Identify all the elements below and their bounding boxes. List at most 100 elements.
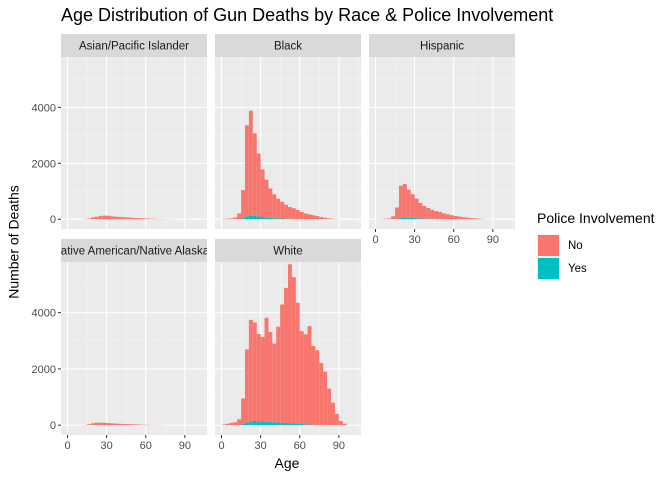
panel-background xyxy=(61,57,207,229)
histogram-bar-no xyxy=(414,198,419,219)
histogram-bar-no xyxy=(473,218,478,220)
histogram-bar-no xyxy=(398,185,403,218)
histogram-bar-no xyxy=(260,337,265,422)
histogram-bar-yes xyxy=(414,218,419,220)
histogram-bar-yes xyxy=(422,218,427,220)
histogram-bar-no xyxy=(87,424,91,426)
histogram-bar-no xyxy=(118,216,123,220)
histogram-bar-no xyxy=(288,207,292,219)
histogram-bar-no xyxy=(229,218,234,220)
histogram-bar-yes xyxy=(402,217,407,220)
histogram-bar-no xyxy=(106,423,111,426)
histogram-bar-yes xyxy=(244,216,249,220)
histogram-bar-no xyxy=(126,217,131,220)
histogram-bar-no xyxy=(284,204,288,219)
histogram-bar-no xyxy=(98,215,103,219)
facet-strip-label: White xyxy=(273,246,302,258)
x-axis-label: Age xyxy=(275,455,300,471)
histogram-bar-yes xyxy=(426,218,431,220)
histogram-bar-yes xyxy=(248,421,253,426)
histogram-bar-no xyxy=(307,326,312,425)
histogram-bar-no xyxy=(237,419,242,425)
x-tick-label: 60 xyxy=(448,234,460,246)
histogram-bar-no xyxy=(248,110,253,216)
histogram-bar-yes xyxy=(268,422,273,426)
histogram-bar-no xyxy=(149,218,154,220)
histogram-bar-yes xyxy=(241,218,245,220)
histogram-bar-no xyxy=(130,217,134,220)
y-tick-label: 2000 xyxy=(32,158,56,170)
histogram-bar-no xyxy=(453,216,458,220)
histogram-bar-no xyxy=(225,218,230,220)
histogram-bar-no xyxy=(391,216,396,220)
facet-strip xyxy=(215,239,361,262)
facet-strip xyxy=(369,34,515,57)
histogram-bar-no xyxy=(272,194,277,219)
histogram-bar-no xyxy=(102,215,107,219)
histogram-bar-no xyxy=(307,214,312,220)
histogram-bar-no xyxy=(252,322,257,421)
legend-key-swatch xyxy=(538,258,559,279)
facet-panel: White 0 30 60 90 xyxy=(215,239,361,452)
histogram-bar-no xyxy=(225,423,230,426)
histogram-bar-yes xyxy=(303,424,308,426)
facet-strip-label: Hispanic xyxy=(420,41,464,53)
facet-strip-label: Black xyxy=(274,41,302,53)
histogram-bar-yes xyxy=(398,217,403,220)
facet-strip xyxy=(61,34,207,57)
histogram-bar-no xyxy=(291,277,296,424)
histogram-bar-no xyxy=(276,198,281,219)
histogram-bar-no xyxy=(244,125,249,217)
x-tick-label: 90 xyxy=(333,440,345,452)
histogram-bar-no xyxy=(137,424,142,426)
histogram-bar-yes xyxy=(256,421,261,426)
histogram-bar-no xyxy=(94,216,99,220)
histogram-bar-yes xyxy=(280,422,285,426)
histogram-bar-no xyxy=(244,349,249,423)
histogram-bar-no xyxy=(299,211,304,219)
histogram-bar-yes xyxy=(241,423,245,426)
legend-key-swatch xyxy=(538,235,559,256)
x-tick-label: 0 xyxy=(372,234,378,246)
histogram-bar-no xyxy=(122,423,127,426)
histogram-bar-no xyxy=(315,216,320,220)
histogram-bar-no xyxy=(118,423,123,426)
histogram-bar-no xyxy=(90,217,95,220)
histogram-bar-no xyxy=(338,420,343,426)
histogram-bar-no xyxy=(233,422,238,426)
histogram-bar-no xyxy=(114,423,119,426)
histogram-bar-no xyxy=(331,402,335,426)
histogram-bar-no xyxy=(387,218,392,220)
histogram-bar-no xyxy=(334,413,339,426)
histogram-bar-no xyxy=(410,194,415,218)
histogram-bar-no xyxy=(106,215,111,220)
histogram-bar-yes xyxy=(284,218,288,220)
histogram-bar-no xyxy=(114,216,119,220)
histogram-bar-no xyxy=(315,350,320,425)
histogram-bar-no xyxy=(327,388,332,426)
histogram-bar-no xyxy=(465,217,470,220)
chart-title: Age Distribution of Gun Deaths by Race &… xyxy=(61,5,553,25)
histogram-bar-no xyxy=(272,343,277,423)
legend: Police Involvement No Yes xyxy=(537,210,655,280)
histogram-bar-yes xyxy=(295,423,300,426)
panel-background xyxy=(61,262,207,435)
histogram-bar-no xyxy=(256,334,261,422)
histogram-bar-no xyxy=(102,422,107,426)
histogram-bar-no xyxy=(442,213,446,219)
histogram-bar-yes xyxy=(272,422,277,426)
histogram-bar-no xyxy=(252,133,257,216)
histogram-bar-yes xyxy=(418,218,423,220)
histogram-bar-no xyxy=(260,169,265,217)
histogram-bar-yes xyxy=(252,420,257,426)
x-tick-label: 90 xyxy=(487,234,499,246)
histogram-bar-no xyxy=(248,319,253,422)
histogram-bar-no xyxy=(241,190,245,219)
histogram-bar-no xyxy=(280,304,285,423)
histogram-bar-no xyxy=(145,218,150,220)
histogram-bar-no xyxy=(291,208,296,219)
panel-background xyxy=(369,57,515,229)
histogram-bar-no xyxy=(130,424,134,426)
histogram-bar-no xyxy=(295,209,300,219)
